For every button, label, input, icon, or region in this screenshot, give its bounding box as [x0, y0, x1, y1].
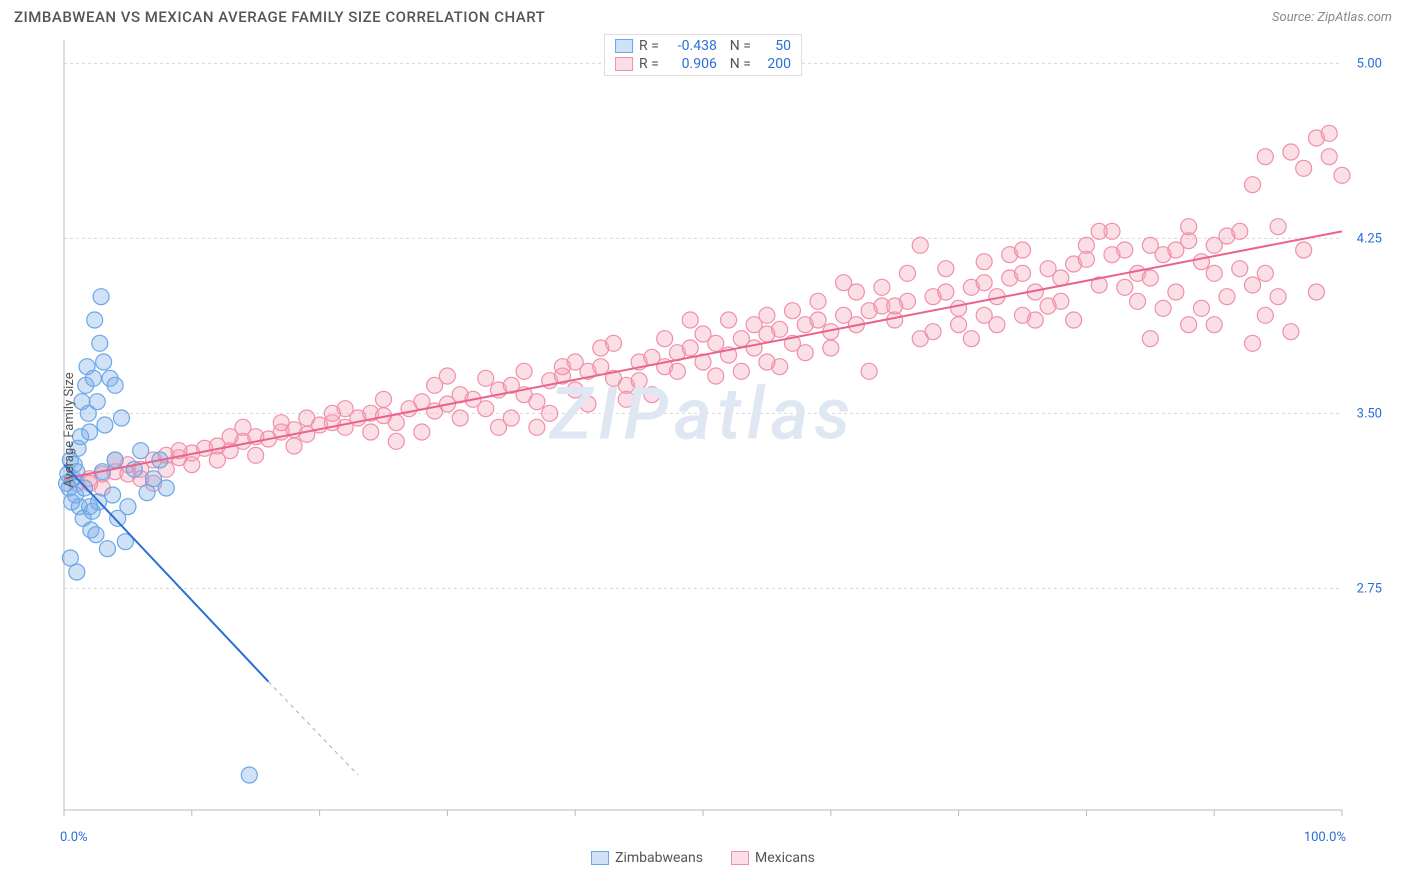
swatch-mexicans-2	[731, 851, 749, 865]
y-axis-label: Average Family Size	[62, 372, 77, 487]
n-value-mex: 200	[757, 56, 791, 72]
svg-text:4.25: 4.25	[1357, 231, 1382, 246]
n-label: N =	[723, 38, 751, 54]
swatch-mexicans	[615, 57, 633, 71]
r-label: R =	[639, 38, 659, 54]
x-min-label: 0.0%	[60, 830, 88, 845]
legend-label-mex: Mexicans	[755, 850, 815, 866]
source-label: Source: ZipAtlas.com	[1272, 10, 1392, 25]
legend-label-zim: Zimbabweans	[615, 850, 703, 866]
n-value-zim: 50	[757, 38, 791, 54]
n-label: N =	[723, 56, 751, 72]
chart-area: Average Family Size ZIPatlas 2.753.504.2…	[14, 30, 1392, 830]
chart-title: ZIMBABWEAN VS MEXICAN AVERAGE FAMILY SIZ…	[14, 8, 545, 26]
x-max-label: 100.0%	[1304, 830, 1346, 845]
svg-text:2.75: 2.75	[1357, 581, 1382, 596]
legend-item-zimbabweans: Zimbabweans	[591, 850, 703, 866]
r-value-zim: -0.438	[665, 38, 717, 54]
legend-row-zimbabweans: R = -0.438 N = 50	[605, 37, 801, 55]
swatch-zimbabweans	[615, 39, 633, 53]
legend-row-mexicans: R = 0.906 N = 200	[605, 55, 801, 73]
correlation-legend: R = -0.438 N = 50 R = 0.906 N = 200	[604, 34, 802, 76]
x-axis-labels: 0.0% 100.0%	[14, 830, 1392, 848]
svg-text:3.50: 3.50	[1357, 406, 1382, 421]
svg-text:5.00: 5.00	[1357, 56, 1382, 71]
series-legend: Zimbabweans Mexicans	[0, 850, 1406, 866]
swatch-zimbabweans-2	[591, 851, 609, 865]
legend-item-mexicans: Mexicans	[731, 850, 815, 866]
scatter-chart: 2.75 3.50 4.25 5.00	[14, 30, 1392, 830]
r-value-mex: 0.906	[665, 56, 717, 72]
r-label: R =	[639, 56, 659, 72]
